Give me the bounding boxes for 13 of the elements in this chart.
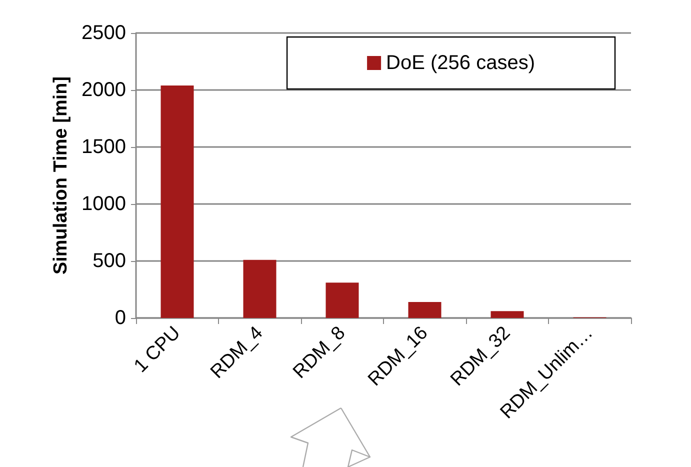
y-tick-label: 2000 bbox=[82, 79, 126, 101]
y-tick-label: 500 bbox=[92, 250, 126, 272]
bar bbox=[408, 302, 442, 318]
y-tick-label: 2500 bbox=[82, 22, 126, 44]
y-axis-title: Simulation Time [min] bbox=[50, 76, 72, 275]
y-tick-label: 0 bbox=[114, 307, 126, 329]
bar bbox=[326, 282, 359, 318]
y-tick-label: 1000 bbox=[82, 193, 126, 215]
y-tick-label: 1500 bbox=[82, 136, 126, 158]
bar bbox=[243, 260, 276, 318]
bar bbox=[160, 85, 194, 318]
legend-label: DoE (256 cases) bbox=[386, 52, 536, 74]
bar bbox=[490, 311, 524, 318]
